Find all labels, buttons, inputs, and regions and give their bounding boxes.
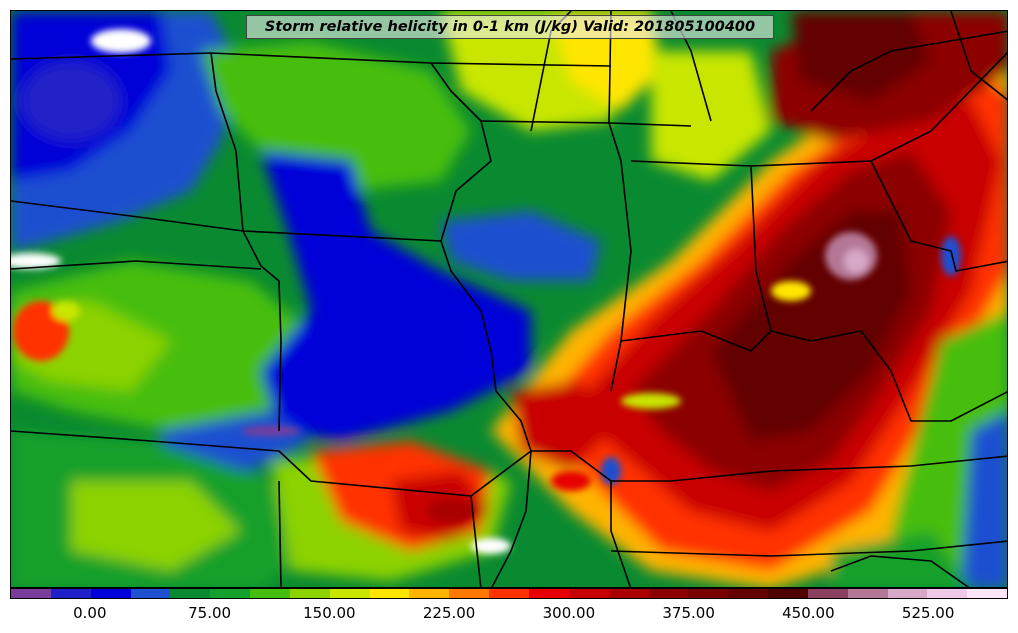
colorbar-swatch: [608, 589, 649, 598]
colorbar-swatch: [369, 589, 410, 598]
colorbar-swatch: [409, 589, 450, 598]
colorbar-swatch: [289, 589, 330, 598]
map-panel: [10, 10, 1008, 588]
colorbar-tick-label: 150.00: [303, 604, 356, 622]
helicity-field-map: [11, 11, 1007, 587]
colorbar-swatch: [528, 589, 569, 598]
colorbar-tick-label: 300.00: [542, 604, 596, 622]
colorbar-tick-label: 375.00: [662, 604, 715, 622]
colorbar-tick-label: 450.00: [782, 604, 835, 622]
colorbar: [10, 588, 1008, 599]
colorbar-swatch: [250, 589, 290, 598]
colorbar-tick-label: 525.00: [901, 604, 955, 622]
colorbar-swatch: [210, 589, 251, 598]
colorbar-tick-label: 225.00: [422, 604, 476, 622]
state-boundaries: [11, 11, 1007, 587]
colorbar-swatch: [728, 589, 769, 598]
colorbar-swatch: [489, 589, 529, 598]
colorbar-tick-label: 0.00: [73, 604, 107, 622]
colorbar-swatch: [688, 589, 729, 598]
colorbar-swatch: [90, 589, 131, 598]
colorbar-swatch: [847, 589, 888, 598]
colorbar-swatch: [887, 589, 928, 598]
map-title: Storm relative helicity in 0-1 km (J/kg)…: [246, 15, 774, 39]
colorbar-swatch: [648, 589, 689, 598]
colorbar-swatch: [449, 589, 490, 598]
colorbar-swatch: [967, 589, 1008, 598]
colorbar-tick-label: 75.00: [188, 604, 232, 622]
colorbar-swatch: [50, 589, 91, 598]
colorbar-swatch: [927, 589, 968, 598]
colorbar-swatch: [807, 589, 848, 598]
colorbar-swatch: [170, 589, 211, 598]
colorbar-swatch: [568, 589, 609, 598]
colorbar-tick-labels: 0.00 75.00 150.00 225.00 300.00 375.00 450.00 5…: [0, 600, 1018, 633]
colorbar-swatch: [11, 589, 51, 598]
colorbar-swatch: [329, 589, 370, 598]
colorbar-swatch: [768, 589, 808, 598]
colorbar-swatch: [130, 589, 171, 598]
